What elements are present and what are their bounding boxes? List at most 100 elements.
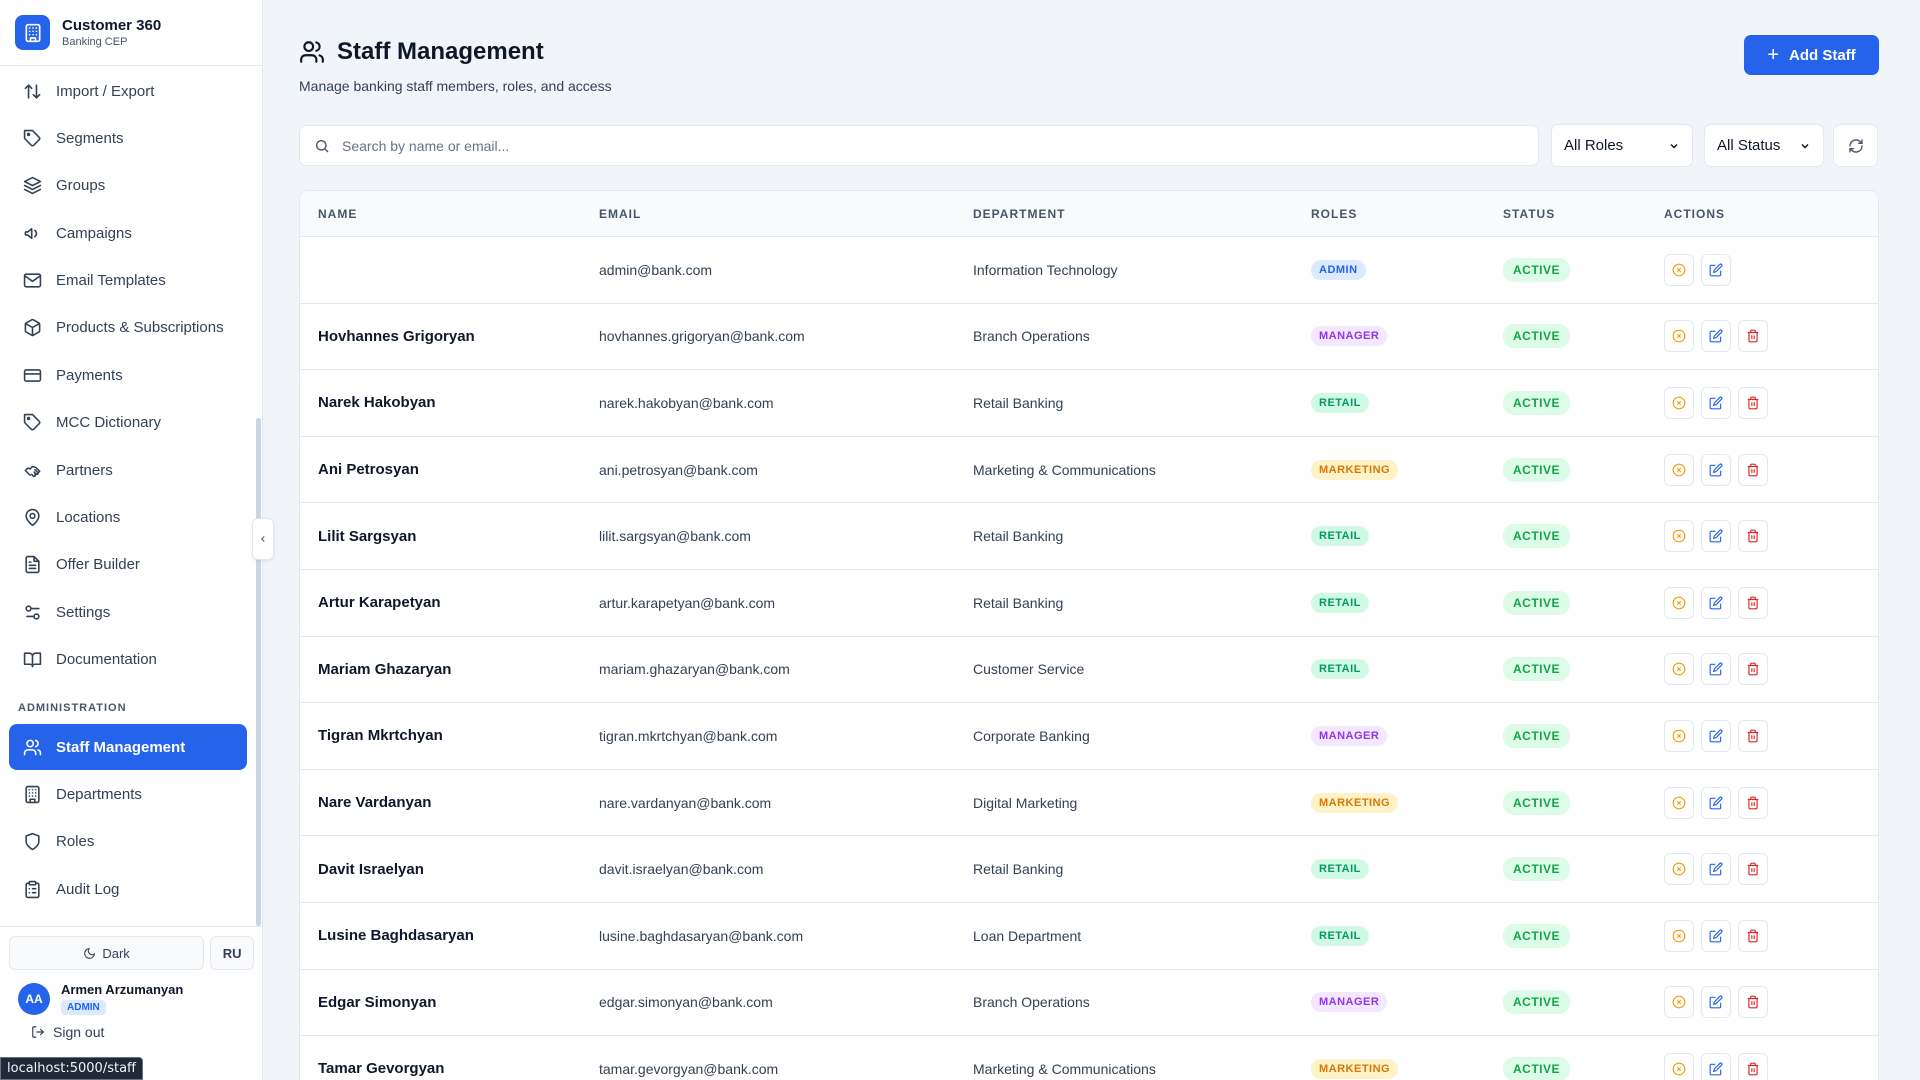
deactivate-button[interactable]: [1664, 853, 1694, 886]
sidebar-item-roles[interactable]: Roles: [9, 819, 247, 865]
deactivate-button[interactable]: [1664, 520, 1694, 553]
sidebar-item-email-templates[interactable]: Email Templates: [9, 258, 247, 304]
sidebar-item-offer-builder[interactable]: Offer Builder: [9, 542, 247, 588]
edit-button[interactable]: [1701, 1052, 1731, 1080]
deactivate-button[interactable]: [1664, 919, 1694, 952]
delete-button[interactable]: [1738, 320, 1768, 353]
sidebar-scrollbar[interactable]: [256, 418, 261, 926]
sidebar-item-settings[interactable]: Settings: [9, 589, 247, 635]
delete-button[interactable]: [1738, 786, 1768, 819]
x-circle-icon: [1672, 929, 1686, 943]
sidebar-item-locations[interactable]: Locations: [9, 495, 247, 541]
deactivate-button[interactable]: [1664, 719, 1694, 752]
table-row[interactable]: admin@bank.com Information Technology ADMI…: [300, 237, 1878, 304]
delete-button[interactable]: [1738, 719, 1768, 752]
table-row[interactable]: Mariam Ghazaryan mariam.ghazaryan@bank.co…: [300, 637, 1878, 704]
edit-button[interactable]: [1701, 386, 1731, 419]
theme-toggle-button[interactable]: Dark: [9, 936, 205, 970]
edit-button[interactable]: [1701, 320, 1731, 353]
table-row[interactable]: Narek Hakobyan narek.hakobyan@bank.com Ret…: [300, 370, 1878, 437]
table-row[interactable]: Davit Israelyan davit.israelyan@bank.com R…: [300, 836, 1878, 903]
table-row[interactable]: Tamar Gevorgyan tamar.gevorgyan@bank.com M…: [300, 1036, 1878, 1080]
table-row[interactable]: Hovhannes Grigoryan hovhannes.grigoryan@b…: [300, 304, 1878, 371]
sidebar-item-label: Segments: [56, 129, 124, 147]
signout-link[interactable]: Sign out: [9, 1024, 254, 1040]
sidebar-item-products-and-subscriptions[interactable]: Products & Subscriptions: [9, 305, 247, 351]
edit-button[interactable]: [1701, 453, 1731, 486]
deactivate-button[interactable]: [1664, 253, 1694, 286]
clipboard-icon: [22, 879, 42, 899]
table-row[interactable]: Nare Vardanyan nare.vardanyan@bank.com Dig…: [300, 770, 1878, 837]
sidebar-item-label: Locations: [56, 509, 121, 527]
deactivate-button[interactable]: [1664, 653, 1694, 686]
deactivate-button[interactable]: [1664, 386, 1694, 419]
trash-icon: [1747, 796, 1759, 809]
sidebar-item-groups[interactable]: Groups: [9, 163, 247, 209]
user-profile[interactable]: AA Armen Arzumanyan ADMIN: [9, 982, 254, 1015]
delete-button[interactable]: [1738, 653, 1768, 686]
table-row[interactable]: Lilit Sargsyan lilit.sargsyan@bank.com Ret…: [300, 503, 1878, 570]
edit-button[interactable]: [1701, 986, 1731, 1019]
sidebar-item-departments[interactable]: Departments: [9, 771, 247, 817]
sidebar-item-partners[interactable]: Partners: [9, 447, 247, 493]
table-row[interactable]: Edgar Simonyan edgar.simonyan@bank.com Bra…: [300, 970, 1878, 1037]
deactivate-button[interactable]: [1664, 586, 1694, 619]
delete-button[interactable]: [1738, 386, 1768, 419]
edit-button[interactable]: [1701, 653, 1731, 686]
edit-button[interactable]: [1701, 919, 1731, 952]
brand-subtitle: Banking CEP: [62, 35, 128, 48]
sidebar-item-label: Groups: [56, 177, 106, 195]
edit-button[interactable]: [1701, 719, 1731, 752]
column-header-roles[interactable]: ROLES: [1311, 206, 1358, 221]
sidebar-item-mcc-dictionary[interactable]: MCC Dictionary: [9, 400, 247, 446]
column-header-status[interactable]: STATUS: [1503, 206, 1556, 221]
sidebar-item-payments[interactable]: Payments: [9, 352, 247, 398]
search-input[interactable]: [342, 137, 1522, 154]
sidebar-item-staff-management[interactable]: Staff Management: [9, 724, 247, 771]
column-header-email[interactable]: EMAIL: [599, 206, 642, 221]
delete-button[interactable]: [1738, 520, 1768, 553]
table-row[interactable]: Lusine Baghdasaryan lusine.baghdasaryan@b…: [300, 903, 1878, 970]
brand[interactable]: Customer 360 Banking CEP: [0, 0, 262, 66]
column-header-name[interactable]: NAME: [318, 206, 358, 221]
sidebar-item-campaigns[interactable]: Campaigns: [9, 210, 247, 256]
sidebar-item-documentation[interactable]: Documentation: [9, 637, 247, 683]
sidebar-item-label: Staff Management: [56, 738, 186, 756]
trash-icon: [1747, 596, 1759, 610]
delete-button[interactable]: [1738, 586, 1768, 619]
collapse-sidebar-button[interactable]: [252, 518, 274, 560]
delete-button[interactable]: [1738, 986, 1768, 1019]
column-header-department[interactable]: DEPARTMENT: [973, 206, 1066, 221]
deactivate-button[interactable]: [1664, 1052, 1694, 1080]
trash-icon: [1747, 662, 1759, 676]
deactivate-button[interactable]: [1664, 453, 1694, 486]
edit-button[interactable]: [1701, 253, 1731, 286]
edit-button[interactable]: [1701, 586, 1731, 619]
table-row[interactable]: Ani Petrosyan ani.petrosyan@bank.com Marke…: [300, 437, 1878, 504]
delete-button[interactable]: [1738, 853, 1768, 886]
refresh-button[interactable]: [1833, 124, 1878, 167]
edit-button[interactable]: [1701, 786, 1731, 819]
role-badge: MARKETING: [1311, 1058, 1399, 1079]
add-staff-button[interactable]: + Add Staff: [1744, 35, 1879, 75]
sidebar-item-import-export[interactable]: Import / Export: [9, 68, 247, 114]
table-row[interactable]: Artur Karapetyan artur.karapetyan@bank.co…: [300, 570, 1878, 637]
sidebar-item-audit-log[interactable]: Audit Log: [9, 866, 247, 912]
deactivate-button[interactable]: [1664, 986, 1694, 1019]
delete-button[interactable]: [1738, 1052, 1768, 1080]
users-icon: [300, 41, 324, 63]
delete-button[interactable]: [1738, 453, 1768, 486]
sidebar-item-segments[interactable]: Segments: [9, 115, 247, 161]
x-circle-icon: [1672, 995, 1686, 1009]
edit-button[interactable]: [1701, 853, 1731, 886]
deactivate-button[interactable]: [1664, 320, 1694, 353]
delete-button[interactable]: [1738, 919, 1768, 952]
trash-icon: [1747, 463, 1759, 476]
language-button[interactable]: RU: [210, 936, 254, 970]
roles-filter-select[interactable]: All Roles: [1551, 124, 1693, 167]
table-row[interactable]: Tigran Mkrtchyan tigran.mkrtchyan@bank.co…: [300, 703, 1878, 770]
status-filter-select[interactable]: All Status: [1704, 124, 1824, 167]
edit-button[interactable]: [1701, 520, 1731, 553]
deactivate-button[interactable]: [1664, 786, 1694, 819]
edit-icon: [1709, 995, 1723, 1009]
